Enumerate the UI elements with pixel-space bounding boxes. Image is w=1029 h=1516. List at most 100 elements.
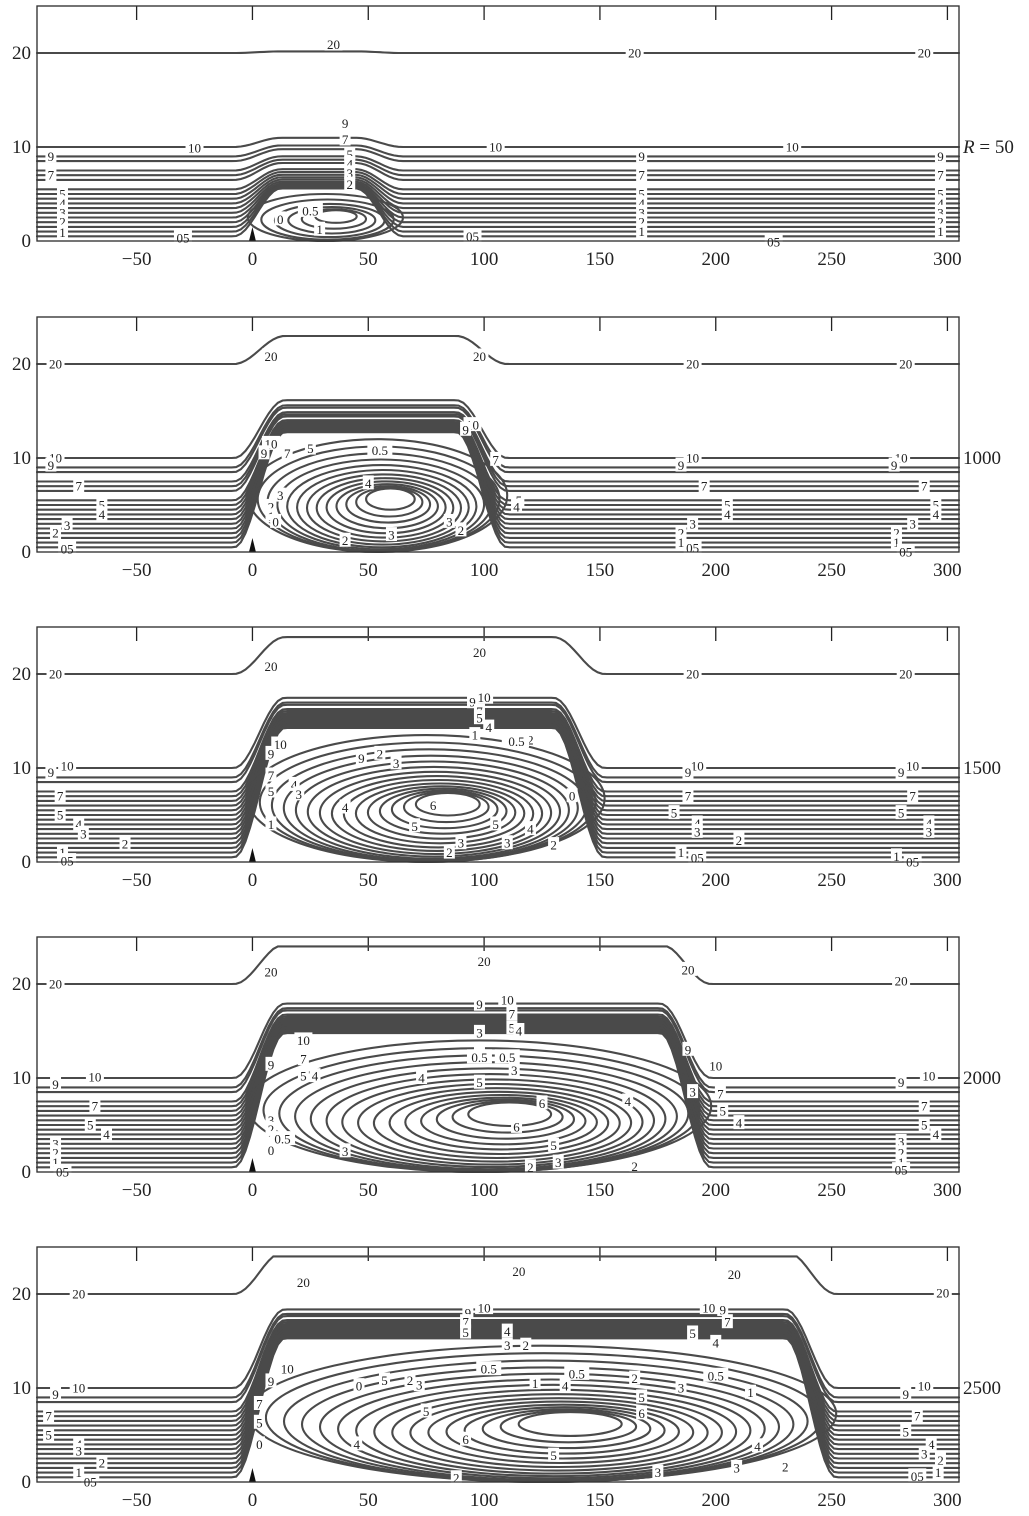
contour-label: 10 xyxy=(922,1069,935,1084)
contour-label: 2 xyxy=(453,1471,460,1486)
contour-label: 20 xyxy=(264,349,277,364)
contour-label: 0.5 xyxy=(471,1050,487,1065)
contour-label-bg xyxy=(636,1405,648,1420)
streamline-20 xyxy=(35,945,961,986)
contour-label-bg xyxy=(351,1436,363,1451)
contour-label: 7 xyxy=(492,452,499,467)
contour-label-bg xyxy=(50,1145,62,1160)
streamline-aux xyxy=(35,422,961,511)
contour-label: 9 xyxy=(937,149,944,164)
contour-label-bg xyxy=(703,1367,729,1382)
contour-label-bg xyxy=(54,807,66,821)
contour-label-bg xyxy=(895,1154,907,1169)
contour-label-bg xyxy=(362,475,374,490)
contour-label: 3 xyxy=(346,166,353,181)
contour-label-bg xyxy=(469,727,481,742)
contour-label: 10 xyxy=(188,140,201,155)
contour-label-bg xyxy=(58,758,77,773)
contour-label: 2 xyxy=(782,1459,789,1474)
vortex-ring xyxy=(342,778,535,849)
contour-label-bg xyxy=(294,1274,313,1289)
contour-label: 3 xyxy=(511,1063,518,1078)
contour-label: 5 xyxy=(59,187,66,202)
x-tick-label: 150 xyxy=(586,1180,615,1201)
contour-label: 4 xyxy=(562,1379,569,1394)
contour-label: 9 xyxy=(678,458,685,473)
contour-label: 6 xyxy=(513,1119,520,1134)
streamline-aux xyxy=(35,1026,961,1141)
contour-label: 5 xyxy=(45,1428,52,1443)
contour-label: 4 xyxy=(937,196,944,211)
contour-label-bg xyxy=(903,758,922,773)
y-tick-label: 10 xyxy=(12,1378,31,1399)
contour-label: 2 xyxy=(937,215,944,230)
contour-label-bg xyxy=(678,961,697,976)
panel-label: 1000 xyxy=(963,448,1001,469)
contour-label: 9 xyxy=(719,1302,726,1317)
streamline-aux xyxy=(35,725,961,849)
contour-label: 3 xyxy=(937,205,944,220)
contour-label: 9 xyxy=(462,422,469,437)
contour-label: 3 xyxy=(733,1460,740,1475)
contour-label-bg xyxy=(636,1389,648,1404)
contour-label: 10 xyxy=(297,1033,310,1048)
streamline-10 xyxy=(35,696,961,770)
contour-label-bg xyxy=(706,1057,725,1072)
contour-label-bg xyxy=(688,850,707,865)
contour-label: 5 xyxy=(719,1103,726,1118)
contour-label: 5 xyxy=(724,498,731,513)
contour-label: 20 xyxy=(628,46,641,61)
contour-label: 0.5 xyxy=(372,443,388,458)
streamline-aux xyxy=(35,1322,961,1422)
contour-label-bg xyxy=(731,1459,743,1474)
contour-label: 3 xyxy=(458,836,465,851)
contour-label-bg xyxy=(490,816,502,831)
contour-label: 20 xyxy=(478,954,491,969)
step-marker xyxy=(248,848,256,862)
contour-label: 1 xyxy=(893,849,900,864)
contour-label-bg xyxy=(691,823,703,838)
streamline-aux xyxy=(35,707,961,793)
contour-label: 05 xyxy=(895,1163,908,1178)
x-tick-label: 150 xyxy=(586,560,615,581)
contour-label: 5 xyxy=(933,498,940,513)
vortex-ring xyxy=(378,787,508,835)
x-tick-label: 300 xyxy=(933,1490,962,1511)
contour-label-bg xyxy=(473,1074,485,1089)
contour-label: 3 xyxy=(52,1136,59,1151)
contour-label-bg xyxy=(890,525,902,540)
contour-label-bg xyxy=(265,1112,277,1127)
contour-label-bg xyxy=(374,745,386,760)
contour-label: 10 xyxy=(906,759,919,774)
contour-label-bg xyxy=(77,825,89,840)
contour-label-bg xyxy=(698,478,710,493)
contour-label-bg xyxy=(934,204,946,219)
streamline-aux xyxy=(35,1331,961,1451)
contour-label-bg xyxy=(934,223,946,238)
contour-label-bg xyxy=(344,146,356,161)
y-tick-label: 20 xyxy=(12,664,31,685)
contour-label: 4 xyxy=(504,1324,511,1339)
contour-label-bg xyxy=(416,1070,428,1084)
contour-label: 20 xyxy=(681,962,694,977)
contour-label: 5 xyxy=(268,784,275,799)
vortex-ring xyxy=(330,775,544,852)
contour-label: 2 xyxy=(59,215,66,230)
contour-label: 3 xyxy=(476,1025,483,1040)
contour-label-bg xyxy=(473,1024,485,1039)
contour-label: 6 xyxy=(430,798,437,813)
contour-label-bg xyxy=(683,450,702,464)
contour-label: 7 xyxy=(75,479,82,494)
contour-label-bg xyxy=(714,1085,726,1100)
x-tick-label: 300 xyxy=(933,560,962,581)
contour-label-bg xyxy=(462,1304,474,1319)
contour-label-bg xyxy=(270,1131,296,1146)
contour-label-bg xyxy=(934,186,946,200)
plot-frame xyxy=(36,5,960,242)
contour-label: 3 xyxy=(277,488,284,503)
contour-label: 5 xyxy=(476,711,483,726)
contour-label-bg xyxy=(733,832,745,847)
streamline-aux xyxy=(35,173,961,200)
contour-label: 7 xyxy=(717,1086,724,1101)
contour-label: 3 xyxy=(555,1155,562,1170)
